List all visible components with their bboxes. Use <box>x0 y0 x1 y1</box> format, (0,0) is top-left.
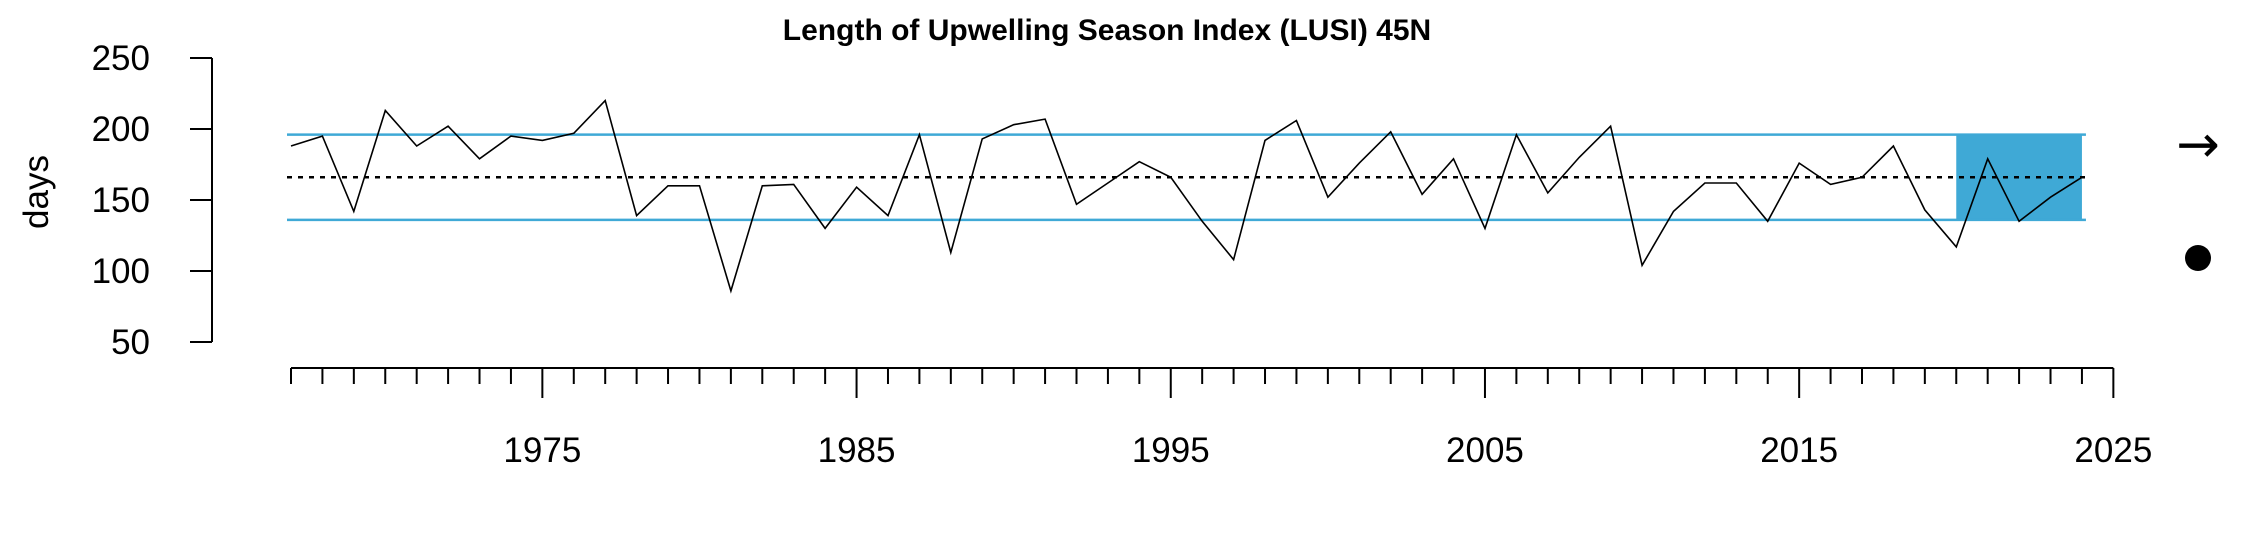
x-tick-label-2005: 2005 <box>1446 431 1524 470</box>
x-tick-label-2025: 2025 <box>2074 431 2152 470</box>
y-tick-label-200: 200 <box>92 110 150 149</box>
y-tick-label-50: 50 <box>111 323 150 362</box>
plot-area: 50 100 150 200 250 1975 1985 1995 2005 2015 2025 → <box>92 39 2220 470</box>
status-dot-icon <box>2185 245 2211 271</box>
chart-title: Length of Upwelling Season Index (LUSI) … <box>783 14 1431 47</box>
series-line <box>290 99 2083 294</box>
y-axis-label: days <box>17 155 56 229</box>
y-tick-label-150: 150 <box>92 181 150 220</box>
x-tick-label-1985: 1985 <box>818 431 896 470</box>
x-tick-label-2015: 2015 <box>1760 431 1838 470</box>
y-tick-label-250: 250 <box>92 39 150 78</box>
y-tick-label-100: 100 <box>92 252 150 291</box>
recent-window-box <box>1956 134 2082 220</box>
x-tick-label-1995: 1995 <box>1132 431 1210 470</box>
trend-arrow-icon: → <box>2176 115 2220 175</box>
x-tick-label-1975: 1975 <box>503 431 581 470</box>
